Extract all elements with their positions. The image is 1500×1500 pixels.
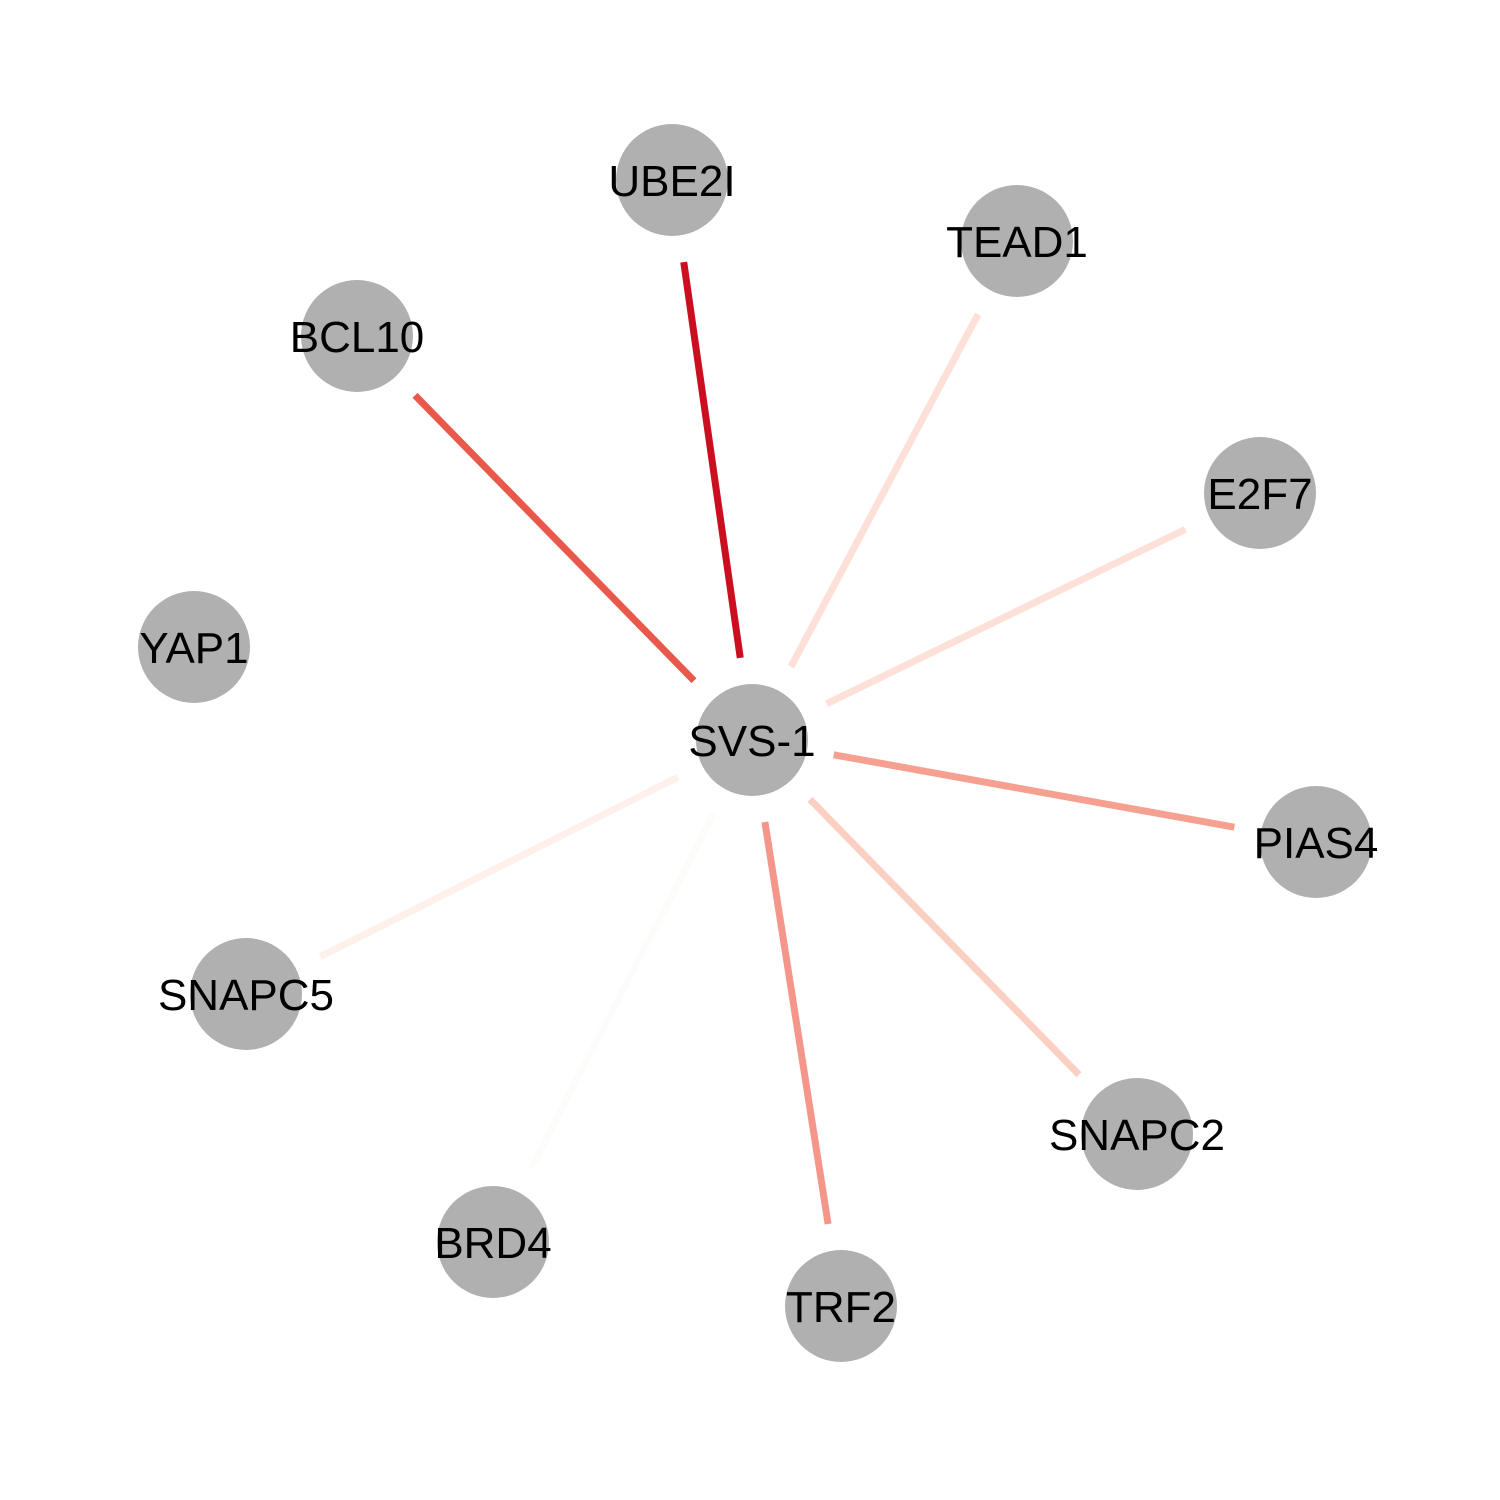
node-svs-1: SVS-1 — [688, 684, 816, 796]
edge-svs-1-snapc5 — [318, 774, 680, 960]
node-label: PIAS4 — [1254, 819, 1379, 868]
node-yap1: YAP1 — [138, 591, 250, 703]
node-label: SVS-1 — [688, 717, 815, 766]
node-circle — [1204, 437, 1316, 549]
node-pias4: PIAS4 — [1254, 786, 1379, 898]
node-e2f7: E2F7 — [1204, 437, 1316, 549]
node-circle — [961, 185, 1073, 297]
nodes-layer: SVS-1 UBE2I TEAD1 BCL10 E2F7 YAP1 PIAS4 SNAPC5 S… — [138, 124, 1378, 1362]
node-circle — [785, 1250, 897, 1362]
edge-svs-1-ube2i — [680, 261, 744, 659]
node-tead1: TEAD1 — [946, 185, 1088, 297]
node-label: SNAPC2 — [1049, 1111, 1225, 1160]
node-ube2i: UBE2I — [608, 124, 736, 236]
edge-svs-1-brd4 — [527, 812, 718, 1170]
node-label: BRD4 — [434, 1219, 551, 1268]
node-label: TRF2 — [786, 1283, 896, 1332]
node-snapc5: SNAPC5 — [158, 938, 334, 1050]
node-label: BCL10 — [290, 313, 425, 362]
edge-svs-1-e2f7 — [825, 526, 1187, 707]
node-circle — [301, 280, 413, 392]
node-trf2: TRF2 — [785, 1250, 897, 1362]
edge-svs-1-pias4 — [833, 751, 1235, 831]
edge-svs-1-bcl10 — [412, 392, 697, 684]
node-circle — [1260, 786, 1372, 898]
node-label: TEAD1 — [946, 218, 1088, 267]
node-label: E2F7 — [1207, 470, 1312, 519]
node-snapc2: SNAPC2 — [1049, 1078, 1225, 1190]
node-circle — [437, 1186, 549, 1298]
node-circle — [696, 684, 808, 796]
node-circle — [190, 938, 302, 1050]
node-circle — [138, 591, 250, 703]
edge-svs-1-tead1 — [787, 312, 982, 669]
node-circle — [1081, 1078, 1193, 1190]
node-label: SNAPC5 — [158, 971, 334, 1020]
node-bcl10: BCL10 — [290, 280, 425, 392]
node-label: YAP1 — [139, 624, 248, 673]
node-brd4: BRD4 — [434, 1186, 552, 1298]
edge-svs-1-trf2 — [761, 821, 832, 1225]
edge-svs-1-snapc2 — [807, 796, 1082, 1078]
node-circle — [616, 124, 728, 236]
node-label: UBE2I — [608, 157, 735, 206]
edges-layer — [318, 261, 1235, 1225]
